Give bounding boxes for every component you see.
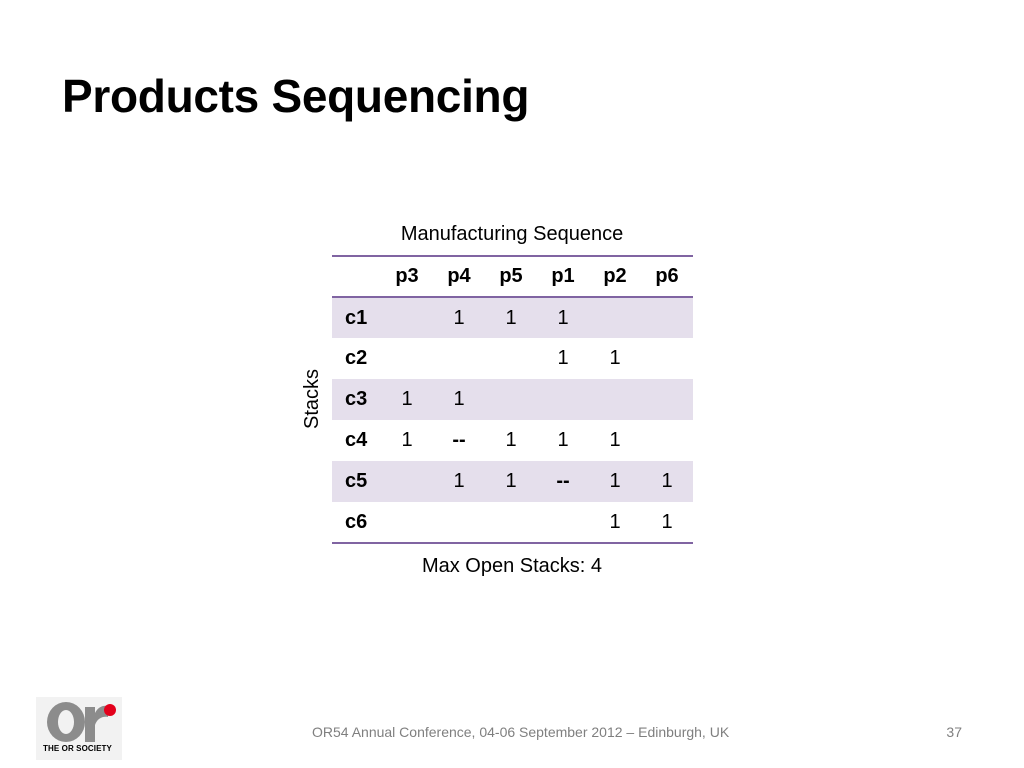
table-cell: 1 [557, 429, 569, 451]
table-header-row: p3 p4 p5 p1 p2 p6 [332, 256, 693, 297]
or-logo-icon [47, 702, 116, 742]
table-cell: -- [452, 429, 466, 451]
table-cell [485, 338, 537, 379]
column-header: p4 [447, 265, 471, 287]
table-row: c6 1 1 [332, 502, 693, 543]
table-row: c4 1 -- 1 1 1 [332, 420, 693, 461]
table-cell: 1 [453, 306, 465, 329]
slide-number: 37 [946, 724, 962, 740]
table-row: c2 1 1 [332, 338, 693, 379]
table-cell: 1 [557, 306, 569, 329]
column-header: p5 [499, 265, 523, 287]
table-cell [641, 297, 693, 338]
table-cell: 1 [401, 388, 413, 410]
table-cell [589, 379, 641, 420]
sequence-table: p3 p4 p5 p1 p2 p6 c1 1 1 1 c2 1 1 c3 [332, 255, 693, 544]
table-cell: -- [556, 470, 570, 492]
table-cell: 1 [609, 429, 621, 451]
row-header: c3 [345, 388, 368, 410]
footer-text: OR54 Annual Conference, 04-06 September … [312, 724, 730, 740]
column-header: p1 [551, 265, 575, 287]
table-cell [589, 297, 641, 338]
column-header: p3 [395, 265, 419, 287]
table-cell: 1 [557, 347, 569, 369]
table-cell [537, 379, 589, 420]
table-cell [381, 297, 433, 338]
slide-title: Products Sequencing [62, 70, 530, 122]
table-cell: 1 [505, 429, 517, 451]
table-cell: 1 [609, 510, 621, 533]
table-caption: Manufacturing Sequence [400, 223, 624, 245]
table-cell: 1 [401, 429, 413, 451]
table-row: c5 1 1 -- 1 1 [332, 461, 693, 502]
table-cell [485, 379, 537, 420]
table-cell [381, 461, 433, 502]
logo-text: THE OR SOCIETY [43, 744, 112, 753]
table-cell [641, 420, 693, 461]
table-cell: 1 [661, 470, 673, 492]
table-row: c1 1 1 1 [332, 297, 693, 338]
table-cell: 1 [453, 388, 465, 410]
table-cell [537, 502, 589, 543]
table-cell: 1 [609, 347, 621, 369]
corner-cell [332, 256, 381, 297]
table-cell [433, 338, 485, 379]
table-cell: 1 [505, 306, 517, 329]
table-cell: 1 [505, 470, 517, 492]
or-society-logo: THE OR SOCIETY [36, 697, 122, 760]
row-header: c5 [345, 470, 368, 492]
table-cell: 1 [661, 510, 673, 533]
table-cell: 1 [453, 470, 465, 492]
table-cell [641, 338, 693, 379]
table-cell [381, 502, 433, 543]
table-cell [485, 502, 537, 543]
row-header: c1 [345, 306, 368, 329]
table-cell [433, 502, 485, 543]
max-open-stacks-label: Max Open Stacks: 4 [421, 555, 603, 577]
table-row: c3 1 1 [332, 379, 693, 420]
stacks-axis-label: Stacks [301, 368, 323, 430]
table-cell: 1 [609, 470, 621, 492]
table-cell [641, 379, 693, 420]
row-header: c4 [345, 429, 368, 451]
row-header: c2 [345, 347, 368, 369]
row-header: c6 [345, 510, 368, 533]
column-header: p2 [603, 265, 627, 287]
table-cell [381, 338, 433, 379]
column-header: p6 [655, 265, 679, 287]
